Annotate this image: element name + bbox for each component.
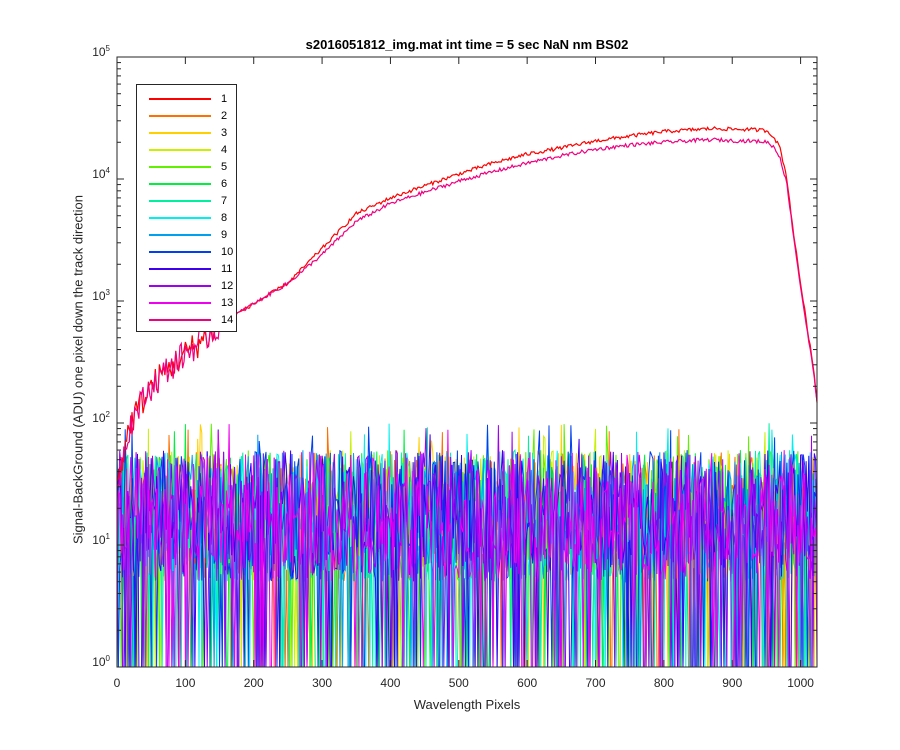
legend-item: 14 [149, 313, 234, 327]
legend-swatch [149, 200, 211, 202]
legend-swatch [149, 234, 211, 236]
legend-item: 7 [149, 194, 234, 208]
y-axis-label: Signal-BackGround (ADU) one pixel down t… [70, 195, 86, 545]
legend-label: 9 [221, 229, 228, 241]
y-tick-label: 103 [92, 288, 110, 303]
y-tick-label: 105 [92, 44, 110, 59]
legend-item: 13 [149, 296, 234, 310]
legend-label: 5 [221, 161, 228, 173]
legend-swatch [149, 302, 211, 304]
legend-swatch [149, 149, 211, 151]
legend-item: 1 [149, 92, 234, 106]
legend-item: 3 [149, 126, 234, 140]
y-tick-label: 104 [92, 166, 110, 181]
legend-label: 11 [221, 263, 233, 275]
x-tick-label: 1000 [787, 676, 814, 690]
legend-item: 9 [149, 228, 234, 242]
y-tick-exponent: 0 [105, 654, 110, 663]
x-tick-label: 100 [175, 676, 196, 690]
y-tick-base: 10 [92, 533, 106, 547]
x-axis-label: Wavelength Pixels [413, 697, 521, 712]
legend-label: 14 [221, 314, 234, 326]
x-tick-label: 600 [517, 676, 538, 690]
chart-title: s2016051812_img.mat int time = 5 sec NaN… [305, 37, 629, 52]
legend-swatch [149, 285, 211, 287]
x-tick-label: 800 [653, 676, 674, 690]
legend-label: 8 [221, 212, 228, 224]
legend-label: 10 [221, 246, 234, 258]
legend-label: 1 [221, 93, 228, 105]
legend-item: 5 [149, 160, 234, 174]
x-tick-label: 200 [243, 676, 264, 690]
legend-item: 2 [149, 109, 234, 123]
legend-item: 6 [149, 177, 234, 191]
legend-swatch [149, 268, 211, 270]
y-tick-exponent: 1 [105, 532, 110, 541]
y-tick-exponent: 5 [105, 44, 110, 53]
legend-swatch [149, 251, 211, 253]
legend-label: 4 [221, 144, 228, 156]
x-tick-label: 300 [312, 676, 333, 690]
tick-marks [116, 56, 817, 668]
y-tick-base: 10 [92, 45, 106, 59]
legend-label: 7 [221, 195, 228, 207]
x-tick-label: 900 [722, 676, 743, 690]
axes-box [116, 56, 818, 668]
legend-swatch [149, 319, 211, 321]
legend-label: 6 [221, 178, 228, 190]
legend-swatch [149, 98, 211, 100]
legend-swatch [149, 115, 211, 117]
legend-label: 2 [221, 110, 228, 122]
legend-swatch [149, 132, 211, 134]
x-tick-label: 400 [380, 676, 401, 690]
legend-item: 4 [149, 143, 234, 157]
y-tick-exponent: 2 [105, 410, 110, 419]
legend-swatch [149, 217, 211, 219]
legend-label: 13 [221, 297, 234, 309]
y-tick-label: 102 [92, 410, 110, 425]
legend: 1 2 3 4 5 6 7 8 9 10 11 12 13 14 [136, 84, 237, 332]
y-tick-base: 10 [92, 655, 106, 669]
legend-item: 10 [149, 245, 234, 259]
y-tick-label: 101 [92, 532, 110, 547]
legend-swatch [149, 166, 211, 168]
y-tick-base: 10 [92, 411, 106, 425]
y-tick-exponent: 3 [105, 288, 110, 297]
legend-label: 12 [221, 280, 234, 292]
series-line-13 [116, 424, 818, 668]
legend-item: 12 [149, 279, 234, 293]
x-tick-label: 0 [113, 676, 121, 690]
legend-item: 8 [149, 211, 234, 225]
legend-label: 3 [221, 127, 228, 139]
y-tick-base: 10 [92, 167, 106, 181]
y-tick-label: 100 [92, 654, 110, 669]
x-tick-label: 500 [448, 676, 469, 690]
y-tick-exponent: 4 [105, 166, 110, 175]
legend-swatch [149, 183, 211, 185]
y-tick-base: 10 [92, 289, 106, 303]
legend-item: 11 [149, 262, 234, 276]
x-tick-label: 700 [585, 676, 606, 690]
